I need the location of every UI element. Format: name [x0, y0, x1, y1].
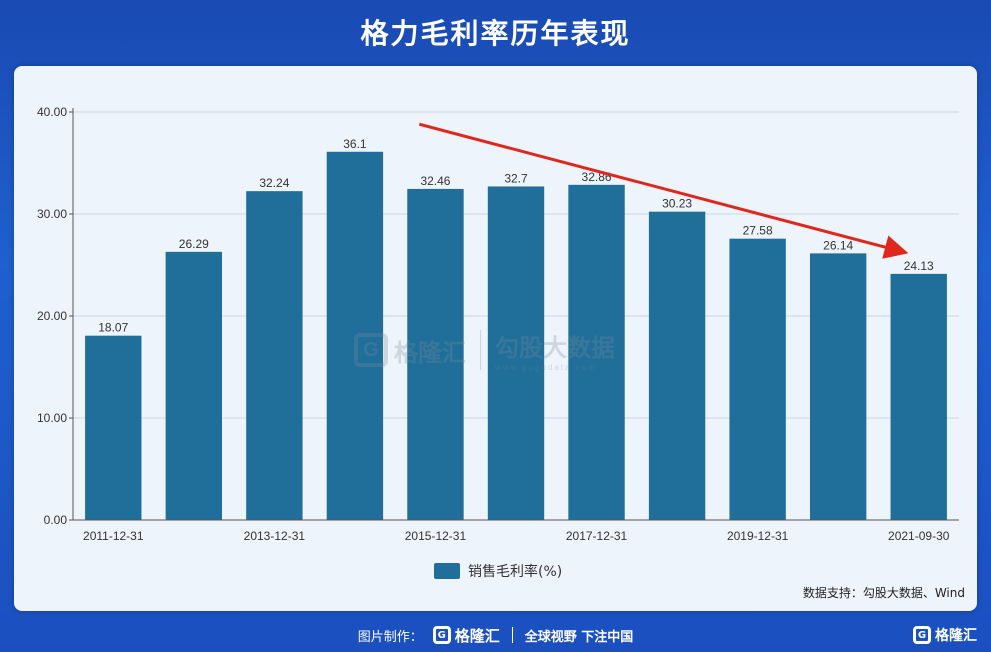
bar: [809, 253, 867, 520]
x-tick-label: 2017-12-31: [566, 529, 628, 543]
footer: 图片制作： G 格隆汇 全球视野 下注中国: [0, 618, 991, 652]
data-label: 32.7: [504, 171, 528, 185]
chart-legend: 销售毛利率(%): [434, 561, 562, 581]
y-tick-label: 0.00: [44, 513, 68, 527]
data-label: 18.07: [98, 321, 128, 335]
y-tick-label: 10.00: [37, 411, 67, 425]
bar: [568, 184, 625, 520]
source-note: 数据支持：勾股大数据、Wind: [802, 586, 965, 600]
footer-slogan: 全球视野 下注中国: [524, 629, 634, 645]
data-label: 26.29: [179, 237, 209, 251]
corner-logo-icon: G: [913, 626, 931, 644]
bar: [246, 191, 303, 520]
x-tick-label: 2019-12-31: [727, 529, 789, 543]
bar: [648, 211, 706, 521]
data-label: 26.14: [823, 238, 853, 252]
bar: [165, 251, 223, 521]
data-label: 32.24: [259, 176, 289, 190]
corner-brand-name: 格隆汇: [935, 628, 977, 644]
footer-made-by: 图片制作：: [357, 629, 423, 645]
x-tick-label: 2015-12-31: [405, 529, 467, 543]
brand-logo-icon: G: [432, 626, 451, 644]
bar: [890, 273, 947, 520]
footer-brand-name: 格隆汇: [454, 626, 500, 645]
data-label: 36.1: [343, 137, 367, 151]
bar: [729, 238, 786, 520]
header: 格力毛利率历年表现: [0, 0, 991, 64]
y-tick-label: 20.00: [37, 309, 67, 323]
y-tick-label: 30.00: [37, 207, 67, 221]
bar: [487, 186, 545, 520]
bar: [326, 151, 384, 520]
bar: [85, 335, 142, 520]
x-tick-label: 2011-12-31: [83, 529, 144, 543]
y-tick-label: 40.00: [37, 105, 67, 119]
x-tick-label: 2021-09-30: [888, 529, 950, 543]
data-label: 27.58: [743, 224, 773, 238]
corner-brand: G 格隆汇: [913, 625, 977, 645]
bar: [407, 188, 464, 520]
legend-label: 销售毛利率(%): [468, 564, 563, 580]
x-tick-label: 2013-12-31: [244, 529, 306, 543]
footer-divider: [511, 627, 513, 643]
page-title: 格力毛利率历年表现: [360, 17, 631, 50]
legend-swatch: [434, 563, 460, 579]
data-label: 30.23: [662, 197, 692, 211]
trend-arrow: [418, 122, 909, 259]
data-label: 24.13: [904, 259, 934, 273]
footer-brand: G 格隆汇: [432, 625, 500, 646]
chart-card: 18.07 26.29 32.24 36.1 32.46 32.7 32.86 30.23 27…: [14, 66, 977, 611]
data-label: 32.46: [420, 174, 450, 188]
